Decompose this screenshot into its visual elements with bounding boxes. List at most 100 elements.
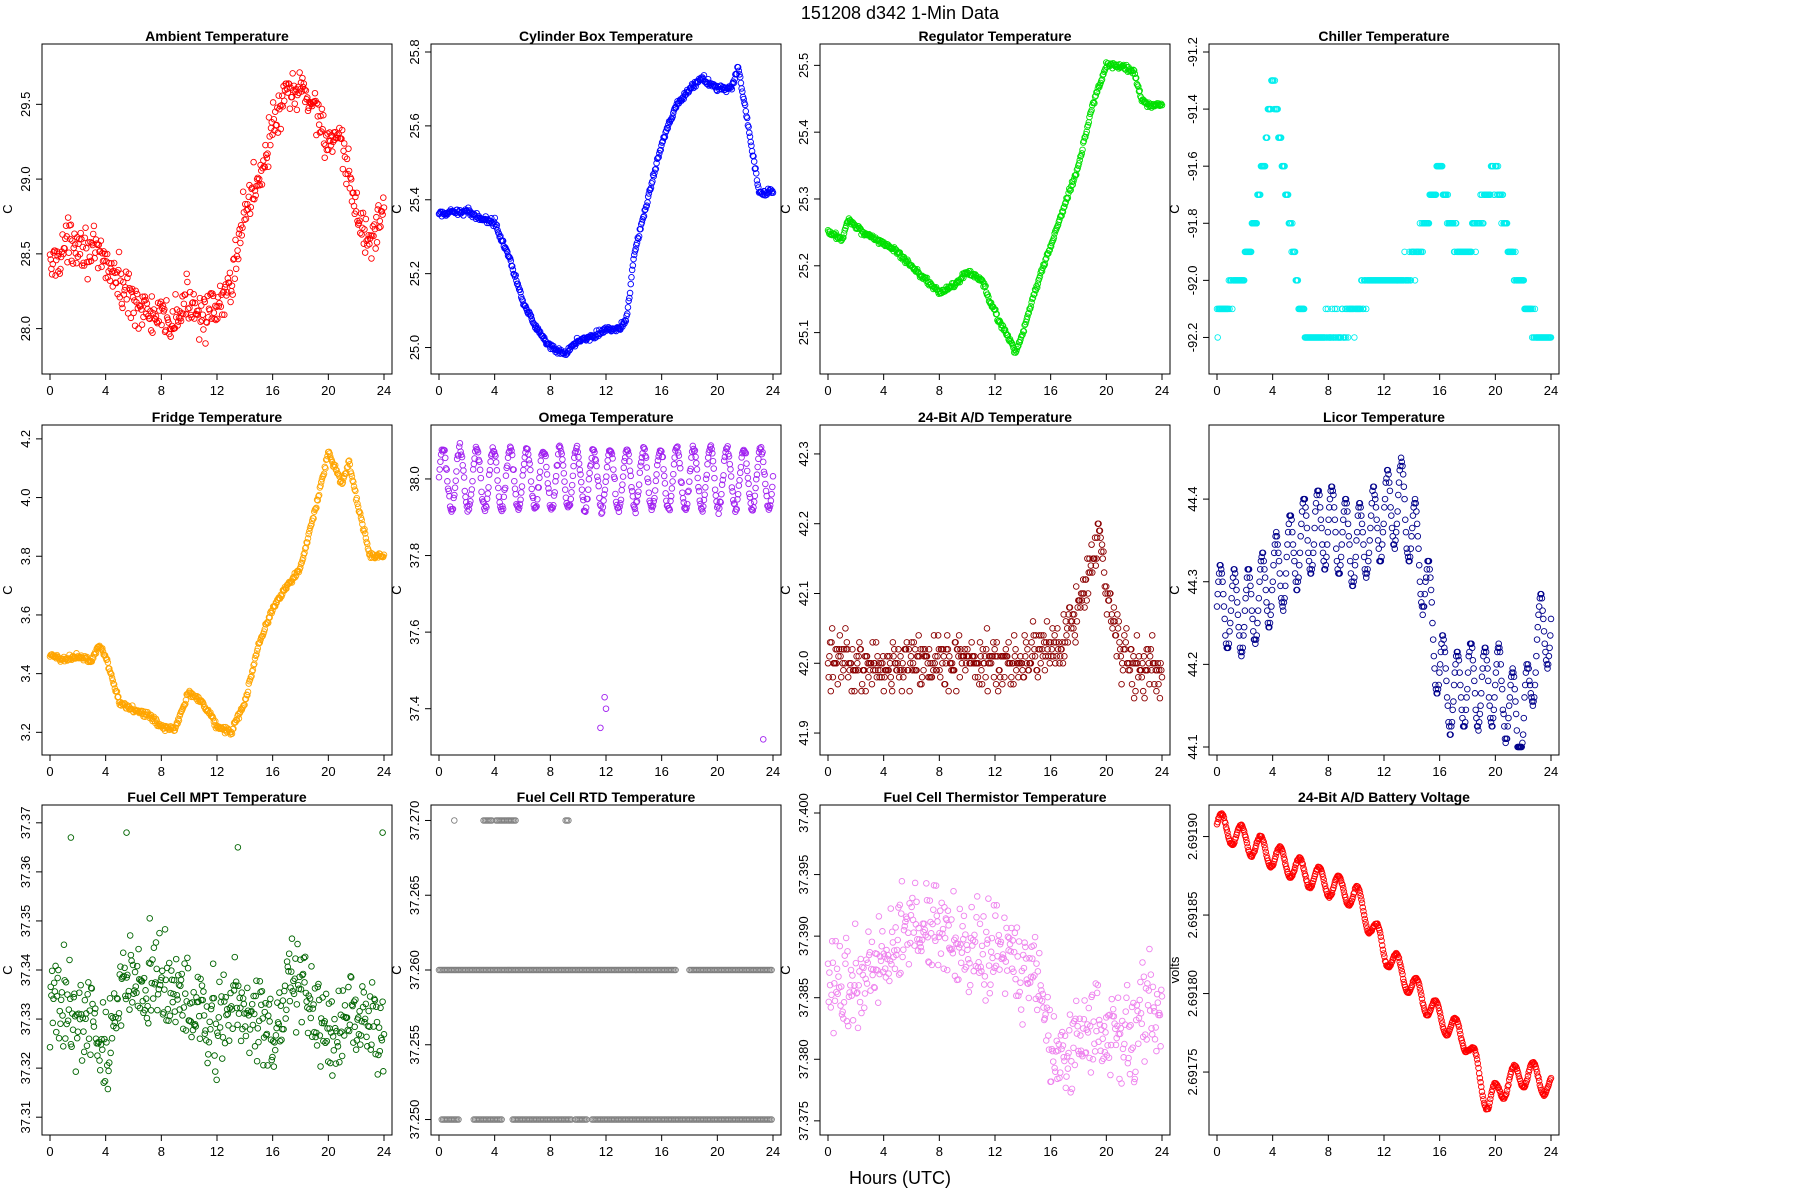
data-point (1263, 134, 1271, 141)
data-point (708, 445, 715, 453)
data-point (1122, 639, 1129, 646)
data-point (1285, 520, 1293, 528)
data-point (106, 1059, 113, 1066)
data-point (1215, 578, 1222, 585)
data-point (180, 702, 188, 709)
data-point (455, 1116, 462, 1123)
data-point (200, 326, 207, 333)
data-point (1219, 578, 1226, 585)
data-point (863, 653, 871, 660)
x-tick-label: 16 (1043, 764, 1057, 779)
data-point (729, 488, 736, 495)
x-tick-label: 8 (1325, 383, 1332, 398)
x-tick-label: 4 (491, 764, 498, 779)
data-point (871, 660, 878, 667)
data-point (172, 955, 180, 963)
x-tick-label: 20 (321, 383, 335, 398)
data-point (654, 457, 662, 464)
data-point (960, 653, 968, 660)
data-point (645, 190, 653, 197)
data-point (856, 639, 863, 646)
data-point (471, 455, 478, 462)
data-point (301, 979, 308, 986)
data-point (654, 155, 661, 162)
data-point (1093, 555, 1100, 562)
data-point (323, 1037, 331, 1045)
data-point (460, 474, 468, 481)
data-point (104, 659, 112, 666)
data-point (1547, 615, 1555, 623)
data-point (107, 1049, 114, 1057)
data-point (1309, 549, 1317, 557)
x-tick-label: 24 (1155, 764, 1169, 779)
data-point (1116, 639, 1123, 646)
data-point (828, 639, 835, 646)
x-tick-label: 24 (766, 1144, 780, 1159)
data-point (633, 499, 640, 506)
data-point (953, 687, 960, 695)
data-point (258, 1001, 265, 1009)
data-point (278, 591, 286, 598)
data-point (269, 99, 277, 106)
data-point (110, 267, 117, 275)
data-point (248, 185, 255, 193)
y-tick-label: 25.2 (796, 253, 811, 278)
data-point (1465, 652, 1472, 660)
data-point (1099, 555, 1106, 562)
x-tick-label: 16 (1432, 383, 1446, 398)
data-point (954, 646, 961, 653)
data-point (492, 452, 499, 460)
data-point (1526, 681, 1534, 689)
data-point (133, 989, 140, 996)
data-point (1507, 681, 1514, 689)
data-point (108, 260, 115, 267)
data-point (252, 652, 259, 659)
data-point (123, 296, 130, 303)
data-point (569, 472, 577, 480)
data-point (460, 467, 467, 474)
data-point (976, 639, 984, 646)
data-point (828, 231, 835, 238)
data-point (1154, 660, 1162, 667)
data-point (1318, 524, 1325, 532)
data-point (1105, 597, 1113, 604)
data-point (1472, 248, 1479, 256)
y-axis-label: C (389, 965, 404, 974)
data-point (934, 653, 941, 660)
data-point (1220, 603, 1228, 610)
data-point (1118, 680, 1125, 688)
data-point (1385, 479, 1393, 486)
data-point (1275, 557, 1283, 565)
data-point (993, 310, 1000, 318)
data-point (1256, 578, 1263, 585)
data-point (368, 979, 376, 986)
data-point (1111, 618, 1118, 625)
y-axis-label: C (0, 204, 15, 213)
data-point (213, 1076, 220, 1084)
data-point (905, 646, 913, 653)
data-point (318, 105, 326, 113)
data-point (1029, 653, 1036, 660)
x-tick-label: 4 (491, 1144, 498, 1159)
data-point (465, 506, 473, 513)
data-point (992, 680, 1000, 688)
data-point (580, 496, 587, 504)
data-point (1156, 694, 1164, 702)
data-point (1512, 710, 1520, 718)
data-point (462, 499, 470, 506)
data-point (667, 492, 675, 500)
data-point (993, 639, 1000, 646)
data-point (292, 1029, 300, 1036)
data-point (642, 203, 650, 210)
data-point (1475, 727, 1482, 734)
chart-title: 24-Bit A/D Temperature (918, 409, 1072, 425)
data-point (108, 1013, 115, 1020)
data-point (734, 64, 742, 71)
data-point (944, 646, 952, 653)
y-tick-label: 37.4 (407, 696, 422, 721)
y-axis-label: C (389, 585, 404, 594)
data-point (1262, 586, 1270, 594)
data-point (1330, 491, 1337, 499)
data-point (1102, 583, 1110, 590)
data-point (256, 978, 264, 985)
